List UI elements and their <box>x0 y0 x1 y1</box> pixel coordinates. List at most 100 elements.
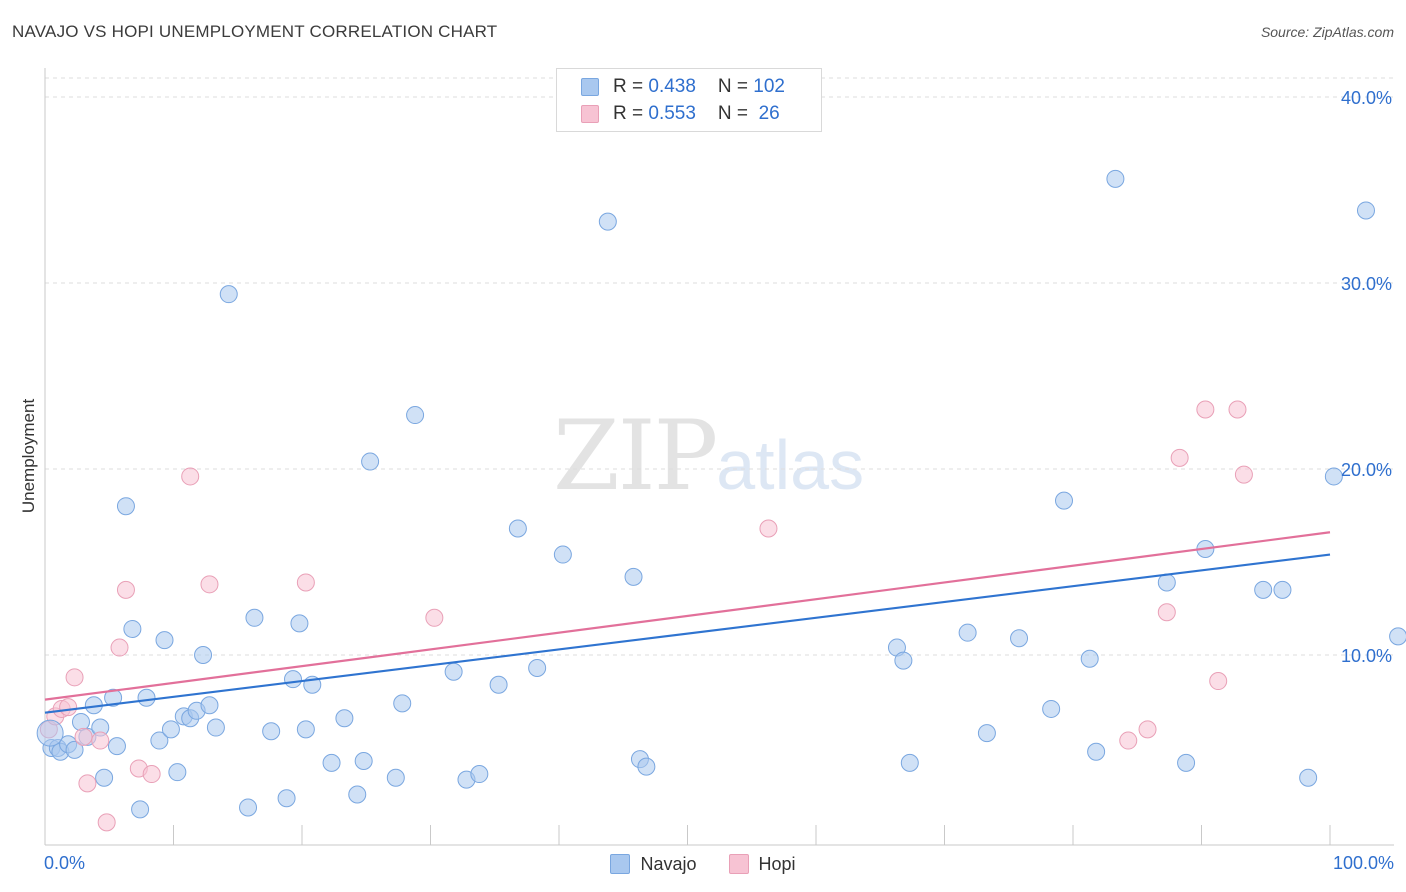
navajo-point <box>206 718 225 737</box>
hopi-point <box>1209 672 1228 691</box>
legend-n-value: 102 <box>753 76 785 97</box>
x-tick-label-max: 100.0% <box>1333 853 1394 873</box>
navajo-point <box>508 519 527 538</box>
navajo-point <box>239 798 258 817</box>
chart-title: NAVAJO VS HOPI UNEMPLOYMENT CORRELATION … <box>12 22 498 41</box>
series-legend: Navajo Hopi <box>0 852 1406 876</box>
y-tick-label: 40.0% <box>1341 88 1392 108</box>
navajo-point <box>1042 699 1061 718</box>
navajo-point <box>296 720 315 739</box>
hopi-point <box>91 731 110 750</box>
navajo-point <box>284 670 303 689</box>
navajo-point <box>335 709 354 728</box>
navajo-point <box>1389 627 1406 646</box>
hopi-trend-line <box>44 531 1331 701</box>
navajo-point <box>1273 580 1292 599</box>
navajo-point <box>1177 753 1196 772</box>
navajo-point <box>277 789 296 808</box>
navajo-point <box>958 623 977 642</box>
series-legend-hopi-label: Hopi <box>758 853 796 874</box>
navajo-point <box>1157 573 1176 592</box>
navajo-point <box>322 753 341 772</box>
y-axis-label: Unemployment <box>19 399 38 514</box>
navajo-point <box>1324 467 1343 486</box>
hopi-point <box>116 580 135 599</box>
tick-labels: 10.0% 20.0% 30.0% 40.0% 0.0% 100.0% Unemployme… <box>19 88 1394 873</box>
navajo-point <box>406 406 425 425</box>
correlation-legend: R = 0.438 N = 102 R = 0.553 N = 26 <box>556 68 822 132</box>
hopi-point <box>1196 400 1215 419</box>
navajo-point <box>444 662 463 681</box>
navajo-point <box>262 722 281 741</box>
hopi-point <box>78 774 97 793</box>
navajo-point <box>900 753 919 772</box>
legend-r-value: 0.553 <box>648 103 696 124</box>
legend-row-navajo: R = 0.438 N = 102 <box>581 75 785 99</box>
navajo-point <box>116 497 135 516</box>
legend-n-label: N = <box>717 76 754 97</box>
navajo-point <box>219 285 238 304</box>
hopi-swatch <box>728 854 749 874</box>
navajo-point <box>894 651 913 670</box>
series-legend-navajo[interactable]: Navajo <box>610 854 697 875</box>
navajo-point <box>528 659 547 678</box>
navajo-point <box>489 675 508 694</box>
navajo-point <box>123 619 142 638</box>
trend-lines <box>44 531 1331 714</box>
legend-r-label: R = <box>613 76 649 97</box>
navajo-point <box>354 752 373 771</box>
navajo-point <box>150 731 169 750</box>
hopi-point <box>1138 720 1157 739</box>
hopi-point <box>200 575 219 594</box>
hopi-point <box>425 608 444 627</box>
source-label: Source: ZipAtlas.com <box>1260 24 1394 40</box>
navajo-point <box>161 720 180 739</box>
navajo-point <box>200 696 219 715</box>
hopi-point <box>1228 400 1247 419</box>
hopi-point <box>759 519 778 538</box>
navajo-point <box>290 614 309 633</box>
watermark-zip: ZIP <box>553 400 718 512</box>
navajo-point <box>1080 649 1099 668</box>
navajo-point <box>348 785 367 804</box>
navajo-point <box>386 768 405 787</box>
hopi-point <box>1119 731 1138 750</box>
series-legend-hopi[interactable]: Hopi <box>728 853 796 875</box>
navajo-point <box>470 765 489 784</box>
y-tick-label: 10.0% <box>1341 646 1392 666</box>
legend-r-label: R = <box>613 103 649 124</box>
legend-swatch-hopi <box>581 105 599 123</box>
legend-n-label: N = <box>717 103 754 124</box>
navajo-point <box>1106 169 1125 188</box>
navajo-point <box>95 768 114 787</box>
navajo-point <box>137 688 156 707</box>
navajo-point <box>598 212 617 231</box>
axes <box>44 68 1394 846</box>
navajo-point <box>1087 742 1106 761</box>
navajo-point <box>624 567 643 586</box>
navajo-point <box>168 763 187 782</box>
navajo-point <box>393 694 412 713</box>
navajo-point <box>155 631 174 650</box>
navajo-point <box>1055 491 1074 510</box>
legend-n-value: 26 <box>753 103 780 124</box>
hopi-point <box>97 813 116 832</box>
navajo-trend-line <box>44 553 1331 714</box>
y-tick-label: 30.0% <box>1341 274 1392 294</box>
hopi-point <box>142 765 161 784</box>
navajo-point <box>107 737 126 756</box>
navajo-point <box>361 452 380 471</box>
hopi-point <box>1157 603 1176 622</box>
y-tick-label: 20.0% <box>1341 460 1392 480</box>
navajo-point <box>131 800 150 819</box>
watermark: ZIPatlas <box>553 400 864 512</box>
navajo-point <box>637 757 656 776</box>
navajo-swatch <box>610 854 631 874</box>
hopi-point <box>181 467 200 486</box>
hopi-point <box>296 573 315 592</box>
legend-row-hopi: R = 0.553 N = 26 <box>581 102 780 126</box>
x-tick-label-min: 0.0% <box>44 853 85 873</box>
hopi-point <box>74 727 93 746</box>
navajo-point <box>1010 629 1029 648</box>
